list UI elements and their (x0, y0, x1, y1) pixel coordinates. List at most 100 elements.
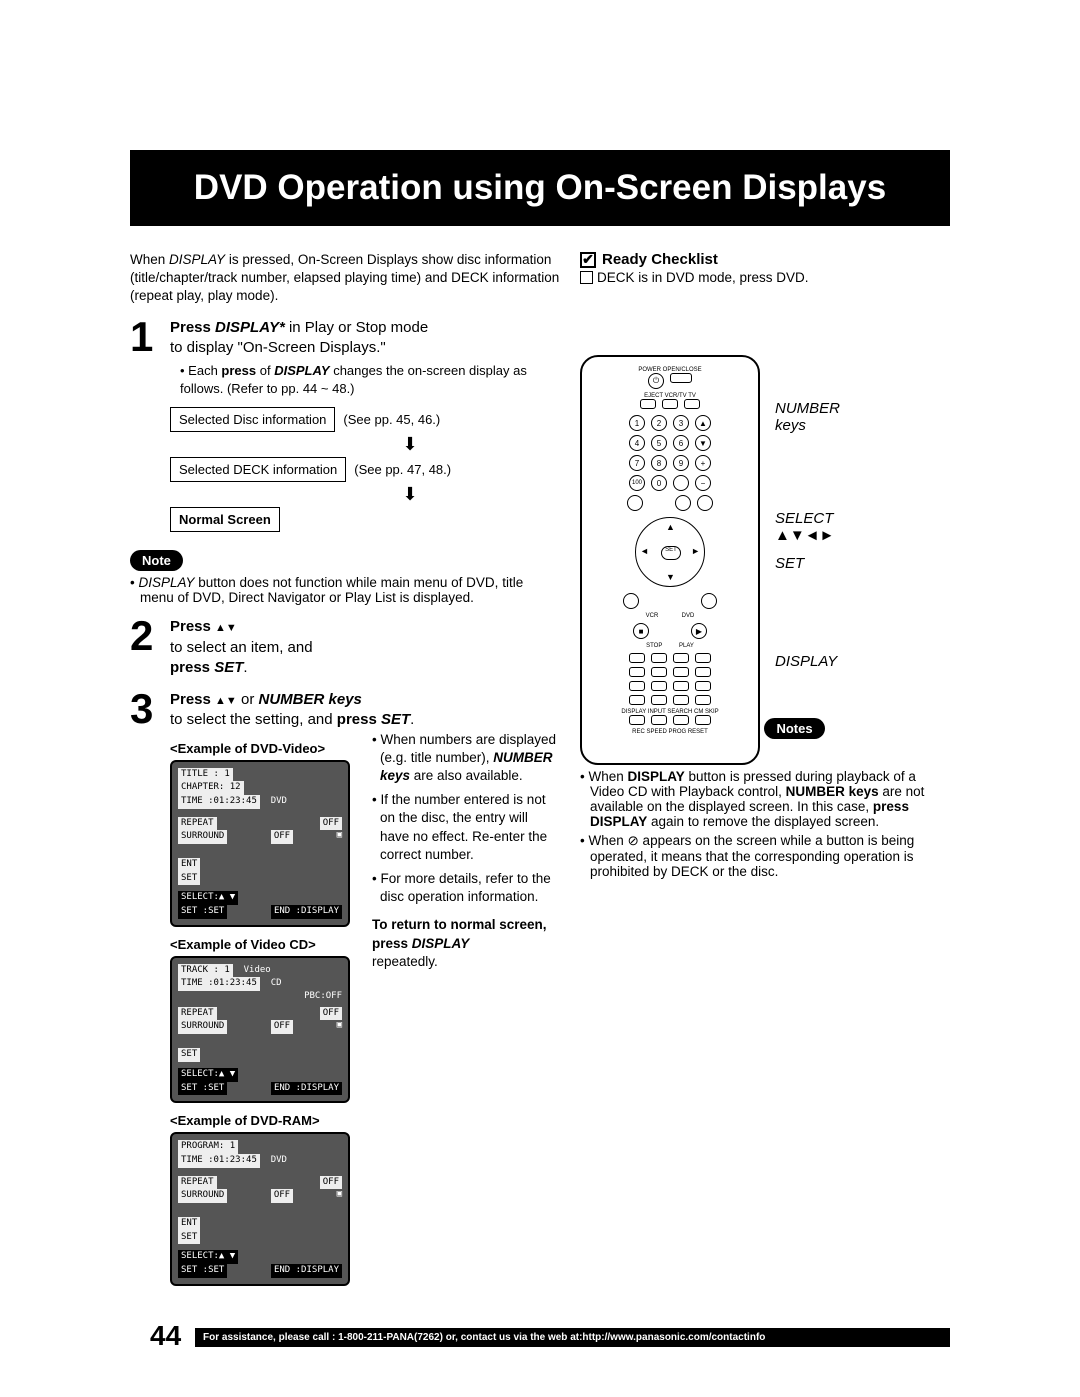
osd2-setset: SET :SET (178, 1082, 227, 1096)
step1-bullet: • Each press of DISPLAY changes the on-s… (180, 362, 560, 397)
rew-button (629, 653, 645, 663)
osd1-end: END :DISPLAY (271, 905, 342, 919)
num-5: 5 (651, 435, 667, 451)
s3-bullet-3: • For more details, refer to the disc op… (380, 870, 560, 906)
cmskip-button (695, 695, 711, 705)
ready-item-text: DECK is in DVD mode, press DVD. (597, 270, 809, 285)
set-button: SET (661, 546, 681, 560)
vcrtv-button (662, 399, 678, 409)
content-columns: When DISPLAY is pressed, On-Screen Displ… (130, 251, 950, 1286)
osd1-setset: SET :SET (178, 905, 227, 919)
page-number: 44 (150, 1320, 181, 1352)
osd2-track: TRACK : 1 (178, 964, 233, 978)
speed-button (651, 715, 667, 725)
note-1: • DISPLAY button does not function while… (140, 575, 560, 605)
stop-button: ■ (633, 623, 649, 639)
osd3-end: END :DISPLAY (271, 1264, 342, 1278)
skip-button (673, 653, 689, 663)
ff-button (695, 653, 711, 663)
ready-head-text: Ready Checklist (602, 251, 718, 268)
search-button (673, 695, 689, 705)
vcr-mode (623, 593, 639, 609)
subtitle-button (651, 681, 667, 691)
action-button (627, 495, 643, 511)
footer-assistance: For assistance, please call : 1-800-211-… (195, 1328, 950, 1347)
osd1-title: TITLE : 1 (178, 768, 233, 782)
num-9: 9 (673, 455, 689, 471)
left-column: When DISPLAY is pressed, On-Screen Displ… (130, 251, 560, 1286)
step-3-number: 3 (130, 690, 162, 731)
tapepos-button (673, 681, 689, 691)
num-0: 0 (651, 475, 667, 491)
osd1-off2: OFF (271, 830, 293, 844)
checkbox-empty-icon (580, 271, 593, 284)
rec-button (629, 715, 645, 725)
num-2: 2 (651, 415, 667, 431)
osd3-surround: SURROUND (178, 1189, 227, 1203)
osd2-set: SET (178, 1048, 200, 1062)
menu-button (697, 495, 713, 511)
ready-checklist-item: DECK is in DVD mode, press DVD. (580, 270, 950, 285)
slow-button (651, 653, 667, 663)
flow-ref-1: (See pp. 45, 46.) (343, 412, 440, 427)
play-label: PLAY (679, 643, 694, 649)
vol-down: − (695, 475, 711, 491)
osd3-time: TIME :01:23:45 (178, 1154, 260, 1168)
bottom-row-label: REC SPEED PROG RESET (592, 729, 748, 735)
osd1-off1: OFF (320, 817, 342, 831)
osd1-select: SELECT:▲ ▼ (178, 891, 238, 905)
input-button (651, 695, 667, 705)
clear-button (675, 495, 691, 511)
ready-checklist-head: ✔ Ready Checklist (580, 251, 950, 268)
step-3: 3 Press ▲▼ or NUMBER keys to select the … (130, 690, 560, 731)
step-1: 1 Press DISPLAY* in Play or Stop mode to… (130, 318, 560, 398)
osd1-set: SET (178, 872, 200, 886)
dpad: ▲ ▼ ◄ ► SET (635, 517, 705, 587)
return-repeatedly: repeatedly. (372, 954, 438, 969)
num-100: 100 (629, 475, 645, 491)
vcr-label: VCR (646, 613, 659, 619)
remote-wrapper: POWER OPEN/CLOSE ⏻ EJECT VCR/TV TV 1 2 3… (580, 285, 760, 765)
num-1: 1 (629, 415, 645, 431)
title-button (629, 681, 645, 691)
add-dlt (673, 475, 689, 491)
flow-arrow-2: ⬇ (260, 484, 560, 505)
osd2-off1: OFF (320, 1007, 342, 1021)
osd3-program: PROGRAM: 1 (178, 1140, 238, 1154)
step2-line2: to select an item, and (170, 639, 313, 656)
dvd-mode (701, 593, 717, 609)
step1-display: DISPLAY* (215, 319, 285, 336)
intro-text: When DISPLAY is pressed, On-Screen Displ… (130, 251, 560, 306)
osd-dvd-video: TITLE : 1 CHAPTER: 12 TIME :01:23:45 DVD… (170, 760, 350, 927)
osd1-time: TIME :01:23:45 (178, 795, 260, 809)
step1-press: Press (170, 319, 215, 336)
step1-line2: to display "On-Screen Displays." (170, 339, 386, 356)
examples-column: <Example of DVD-Video> TITLE : 1 CHAPTER… (170, 731, 360, 1286)
display-button (629, 695, 645, 705)
callout-select: SELECT▲▼◄► (775, 510, 834, 544)
step-3-body: Press ▲▼ or NUMBER keys to select the se… (170, 690, 560, 731)
osd2-select: SELECT:▲ ▼ (178, 1068, 238, 1082)
osd1-ent: ENT (178, 858, 200, 872)
vol-up: + (695, 455, 711, 471)
step-2: 2 Press ▲▼ to select an item, and press … (130, 617, 560, 678)
dvd-label: DVD (682, 613, 695, 619)
audio-button (695, 667, 711, 677)
callout-display: DISPLAY (775, 653, 837, 670)
step1-rest: in Play or Stop mode (285, 319, 428, 336)
angle-button (651, 667, 667, 677)
num-7: 7 (629, 455, 645, 471)
osd1-surround: SURROUND (178, 830, 227, 844)
step-1-body: Press DISPLAY* in Play or Stop mode to d… (170, 318, 560, 398)
page-title: DVD Operation using On-Screen Displays (130, 150, 950, 226)
flow-diagram: Selected Disc information (See pp. 45, 4… (170, 407, 560, 532)
num-4: 4 (629, 435, 645, 451)
flow-box-disc: Selected Disc information (170, 407, 335, 432)
s3-bullet-1: • When numbers are displayed (e.g. title… (380, 731, 560, 786)
example-1-label: <Example of DVD-Video> (170, 741, 360, 756)
tv-button (684, 399, 700, 409)
osd1-repeat: REPEAT (178, 817, 217, 831)
example-3-label: <Example of DVD-RAM> (170, 1113, 360, 1128)
num-6: 6 (673, 435, 689, 451)
osd3-setset: SET :SET (178, 1264, 227, 1278)
